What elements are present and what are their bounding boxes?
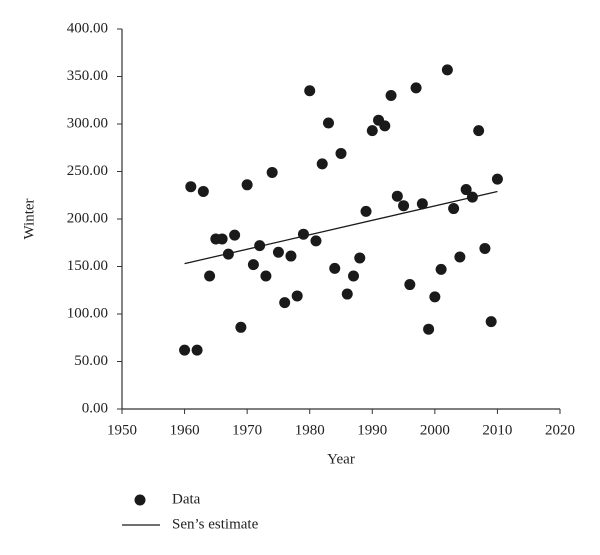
x-tick-label: 2010 (482, 422, 512, 438)
data-point (435, 263, 447, 275)
data-point (441, 64, 453, 76)
y-tick-label: 0.00 (82, 400, 108, 416)
data-point (335, 147, 347, 159)
data-point (410, 82, 422, 94)
y-tick-label: 50.00 (74, 353, 108, 369)
x-tick-label: 1960 (170, 422, 200, 438)
trend-line (184, 190, 498, 265)
legend-label: Sen’s estimate (172, 516, 259, 532)
data-point (297, 228, 309, 240)
x-tick-label: 1980 (295, 422, 325, 438)
data-point (391, 190, 403, 202)
y-tick-label: 300.00 (67, 115, 108, 131)
data-point (254, 240, 266, 252)
data-point (179, 344, 191, 356)
data-point (185, 181, 197, 193)
data-point (316, 158, 328, 170)
data-point (285, 250, 297, 262)
data-point (197, 185, 209, 197)
data-point (229, 229, 241, 241)
y-tick-label: 250.00 (67, 163, 108, 179)
legend-marker (134, 494, 146, 506)
data-point (460, 184, 472, 196)
data-point (322, 117, 334, 129)
data-point (473, 125, 485, 137)
data-point (485, 316, 497, 328)
data-point (304, 85, 316, 97)
x-tick-label: 2000 (420, 422, 450, 438)
y-tick-label: 100.00 (67, 305, 108, 321)
data-point (491, 173, 503, 185)
y-tick-label: 150.00 (67, 258, 108, 274)
data-point (416, 198, 428, 210)
x-tick-label: 1950 (107, 422, 137, 438)
y-axis-label: Winter (21, 198, 37, 239)
x-tick-label: 1970 (232, 422, 262, 438)
data-point (329, 262, 341, 274)
data-point (454, 251, 466, 263)
data-point (385, 90, 397, 101)
data-point (266, 166, 278, 178)
data-point (291, 290, 303, 302)
data-point (448, 203, 460, 215)
data-point (235, 321, 247, 333)
x-tick-label: 2020 (545, 422, 575, 438)
data-point (429, 291, 441, 303)
data-point (260, 270, 272, 282)
data-point (479, 242, 491, 254)
data-point (354, 252, 366, 264)
data-point (379, 120, 391, 132)
data-point (341, 288, 353, 300)
x-axis-label: Year (327, 451, 355, 467)
data-point (366, 125, 378, 137)
legend-label: Data (172, 491, 201, 507)
data-point (204, 270, 216, 282)
data-point (348, 270, 360, 282)
y-tick-label: 200.00 (67, 210, 108, 226)
data-point (216, 233, 228, 245)
data-point (279, 297, 291, 309)
data-point (423, 323, 435, 335)
data-point (241, 179, 253, 191)
data-point (191, 344, 203, 356)
data-point (310, 235, 322, 247)
y-tick-label: 350.00 (67, 68, 108, 84)
data-point (404, 279, 416, 291)
data-point (398, 200, 410, 212)
data-point (360, 205, 372, 217)
data-point (247, 259, 259, 271)
y-tick-label: 400.00 (67, 20, 108, 36)
data-point (272, 246, 284, 258)
x-tick-label: 1990 (357, 422, 387, 438)
